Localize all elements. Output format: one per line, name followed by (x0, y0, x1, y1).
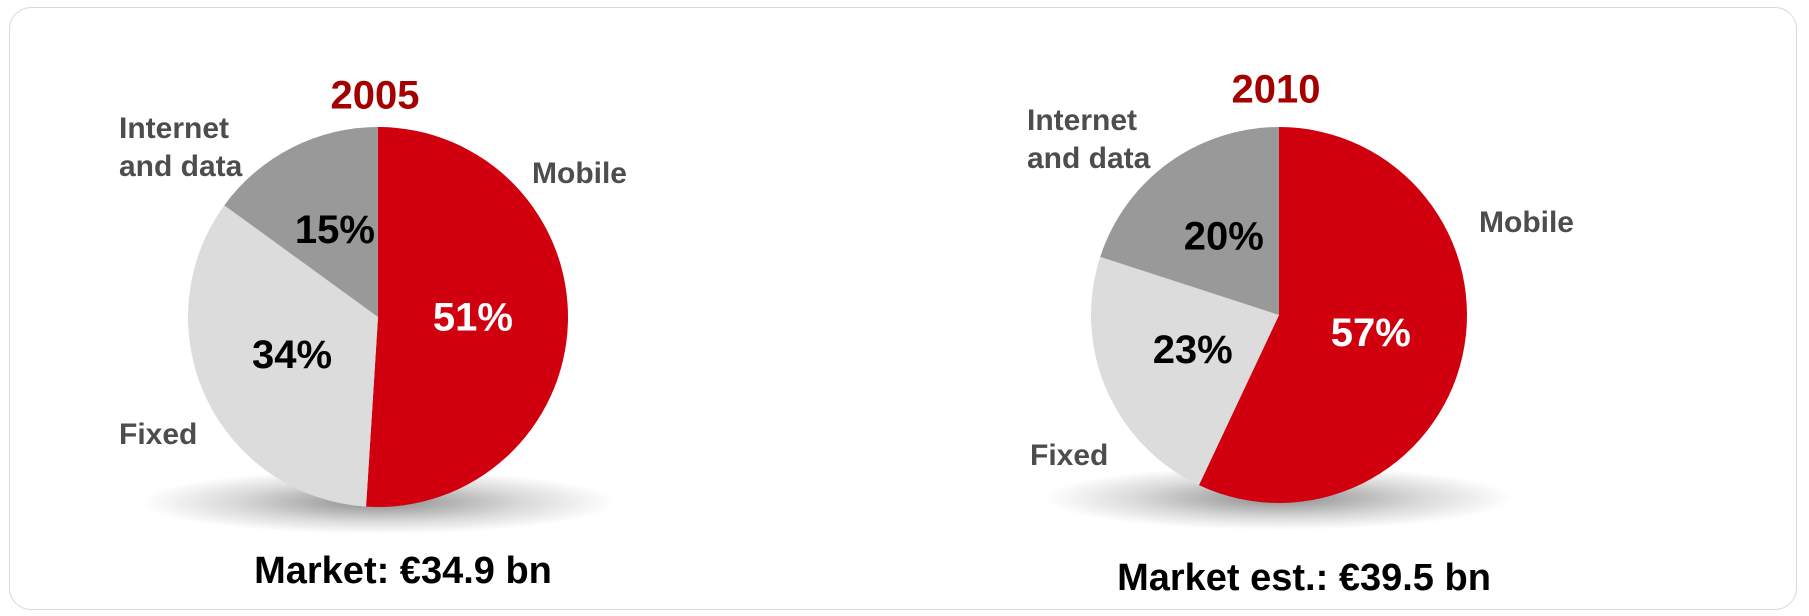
pie-slice (1100, 127, 1279, 315)
category-label: Mobile (532, 157, 627, 190)
value-label: 15% (295, 208, 375, 252)
category-label: Mobile (1479, 206, 1574, 239)
pie-slice (366, 127, 568, 507)
value-label: 20% (1184, 215, 1264, 259)
pie-slice (224, 126, 378, 317)
value-label: 57% (1331, 311, 1411, 355)
chart-title: 2005 (331, 74, 420, 118)
value-label: 34% (252, 333, 332, 377)
pie-slice (1091, 256, 1279, 486)
category-label: Fixed (1030, 439, 1109, 472)
pie-slice (188, 205, 378, 507)
category-label: Fixed (119, 418, 198, 451)
value-label: 51% (433, 296, 513, 340)
market-footer: Market: €34.9 bn (254, 550, 552, 592)
pie-slice (1198, 127, 1467, 503)
panel-frame (9, 7, 1797, 610)
market-footer: Market est.: €39.5 bn (1117, 557, 1491, 599)
value-label: 23% (1153, 328, 1233, 372)
category-label: Internet and data (119, 112, 243, 183)
category-label: Internet and data (1027, 104, 1151, 175)
chart-title: 2010 (1232, 68, 1321, 112)
